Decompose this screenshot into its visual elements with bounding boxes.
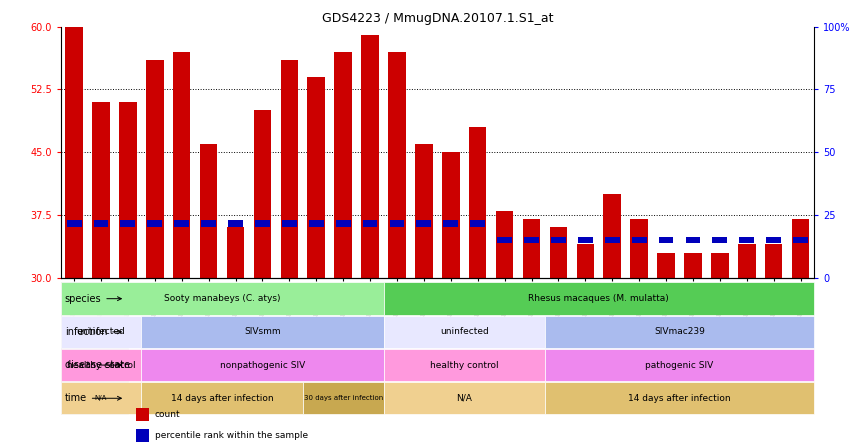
- Bar: [443, 220, 458, 226]
- Bar: [390, 220, 404, 226]
- Text: 14 days after infection: 14 days after infection: [628, 394, 731, 403]
- Bar: [417, 220, 431, 226]
- Bar: [61, 382, 141, 414]
- Text: Rhesus macaques (M. mulatta): Rhesus macaques (M. mulatta): [528, 294, 669, 303]
- Text: healthy control: healthy control: [430, 361, 499, 369]
- Text: uninfected: uninfected: [76, 327, 126, 337]
- Bar: [61, 316, 128, 348]
- Bar: [309, 220, 324, 226]
- Bar: [136, 408, 150, 421]
- Bar: [173, 52, 191, 278]
- Bar: [659, 237, 674, 243]
- Bar: [792, 219, 810, 278]
- Bar: [281, 60, 298, 278]
- Bar: [334, 52, 352, 278]
- Bar: [227, 227, 244, 278]
- Bar: [141, 316, 384, 348]
- Bar: [120, 102, 137, 278]
- Bar: [630, 219, 648, 278]
- Bar: [201, 220, 216, 226]
- Bar: [631, 237, 647, 243]
- Bar: [136, 429, 150, 442]
- Bar: [604, 237, 620, 243]
- Bar: [228, 220, 243, 226]
- Text: species: species: [65, 293, 121, 304]
- Bar: [551, 237, 565, 243]
- Bar: [384, 349, 545, 381]
- Bar: [545, 349, 814, 381]
- Text: N/A: N/A: [456, 394, 472, 403]
- Bar: [711, 253, 728, 278]
- Bar: [766, 237, 781, 243]
- Bar: [65, 27, 83, 278]
- Bar: [336, 220, 351, 226]
- Bar: [254, 110, 271, 278]
- Bar: [93, 102, 110, 278]
- Bar: [307, 77, 325, 278]
- Bar: [146, 60, 164, 278]
- Bar: [94, 220, 108, 226]
- Bar: [61, 282, 384, 315]
- Bar: [141, 382, 303, 414]
- Bar: [174, 220, 189, 226]
- Text: uninfected: uninfected: [440, 327, 488, 337]
- Text: 30 days after infection: 30 days after infection: [303, 395, 383, 401]
- Bar: [61, 349, 141, 381]
- Bar: [61, 349, 128, 381]
- Bar: [61, 282, 128, 315]
- Bar: [384, 316, 545, 348]
- Text: N/A: N/A: [94, 395, 107, 401]
- Text: healthy control: healthy control: [67, 361, 135, 369]
- Text: SIVsmm: SIVsmm: [244, 327, 281, 337]
- Text: nonpathogenic SIV: nonpathogenic SIV: [220, 361, 305, 369]
- Text: time: time: [65, 393, 121, 403]
- Bar: [496, 211, 514, 278]
- Bar: [361, 35, 378, 278]
- Title: GDS4223 / MmugDNA.20107.1.S1_at: GDS4223 / MmugDNA.20107.1.S1_at: [321, 12, 553, 25]
- Text: SIVmac239: SIVmac239: [654, 327, 705, 337]
- Bar: [147, 220, 162, 226]
- Bar: [765, 244, 782, 278]
- Text: Sooty manabeys (C. atys): Sooty manabeys (C. atys): [164, 294, 281, 303]
- Bar: [793, 237, 808, 243]
- Bar: [469, 127, 487, 278]
- Bar: [740, 237, 754, 243]
- Bar: [657, 253, 675, 278]
- Text: count: count: [155, 410, 180, 419]
- Text: percentile rank within the sample: percentile rank within the sample: [155, 431, 308, 440]
- Text: infection: infection: [65, 327, 121, 337]
- Bar: [604, 194, 621, 278]
- Bar: [686, 237, 701, 243]
- Bar: [61, 316, 141, 348]
- Bar: [384, 382, 545, 414]
- Bar: [470, 220, 485, 226]
- Bar: [200, 144, 217, 278]
- Bar: [684, 253, 701, 278]
- Text: 14 days after infection: 14 days after infection: [171, 394, 274, 403]
- Bar: [524, 237, 539, 243]
- Bar: [67, 220, 81, 226]
- Bar: [388, 52, 405, 278]
- Bar: [545, 316, 814, 348]
- Bar: [713, 237, 727, 243]
- Bar: [578, 237, 592, 243]
- Bar: [442, 152, 460, 278]
- Bar: [282, 220, 297, 226]
- Text: disease state: disease state: [65, 360, 130, 370]
- Bar: [120, 220, 135, 226]
- Bar: [577, 244, 594, 278]
- Bar: [545, 382, 814, 414]
- Bar: [738, 244, 755, 278]
- Bar: [303, 382, 384, 414]
- Bar: [497, 237, 512, 243]
- Bar: [415, 144, 433, 278]
- Bar: [384, 282, 814, 315]
- Bar: [550, 227, 567, 278]
- Bar: [523, 219, 540, 278]
- Bar: [61, 382, 128, 414]
- Bar: [255, 220, 270, 226]
- Bar: [141, 349, 384, 381]
- Bar: [363, 220, 378, 226]
- Text: pathogenic SIV: pathogenic SIV: [645, 361, 714, 369]
